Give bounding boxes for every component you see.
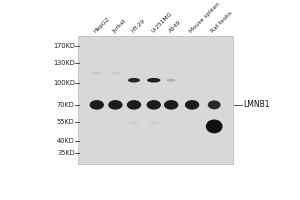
Text: 130KD: 130KD — [53, 60, 75, 66]
Ellipse shape — [208, 100, 220, 109]
Ellipse shape — [108, 100, 123, 110]
Text: A549: A549 — [168, 20, 182, 34]
Ellipse shape — [146, 100, 161, 110]
Text: 55KD: 55KD — [57, 119, 75, 125]
Text: HT-29: HT-29 — [130, 18, 146, 34]
Ellipse shape — [206, 119, 223, 133]
Ellipse shape — [129, 121, 139, 124]
Ellipse shape — [92, 72, 101, 75]
Ellipse shape — [164, 100, 178, 110]
Ellipse shape — [147, 78, 160, 83]
Ellipse shape — [128, 78, 140, 83]
Text: Rat testis: Rat testis — [211, 11, 234, 34]
Bar — [78, 36, 233, 164]
Ellipse shape — [127, 100, 141, 110]
Ellipse shape — [149, 121, 159, 124]
Ellipse shape — [90, 100, 104, 110]
Text: Mouse spleen: Mouse spleen — [189, 2, 221, 34]
Ellipse shape — [111, 72, 120, 75]
Ellipse shape — [185, 100, 199, 110]
Text: Jurkat: Jurkat — [112, 18, 128, 34]
Text: 170KD: 170KD — [53, 43, 75, 49]
Text: HepG2: HepG2 — [93, 16, 111, 34]
Text: 35KD: 35KD — [57, 150, 75, 156]
Text: 40KD: 40KD — [57, 138, 75, 144]
Text: 70KD: 70KD — [57, 102, 75, 108]
Text: U-251MG: U-251MG — [150, 11, 173, 34]
Ellipse shape — [167, 79, 176, 82]
Text: 100KD: 100KD — [53, 80, 75, 86]
Text: LMNB1: LMNB1 — [243, 100, 270, 109]
